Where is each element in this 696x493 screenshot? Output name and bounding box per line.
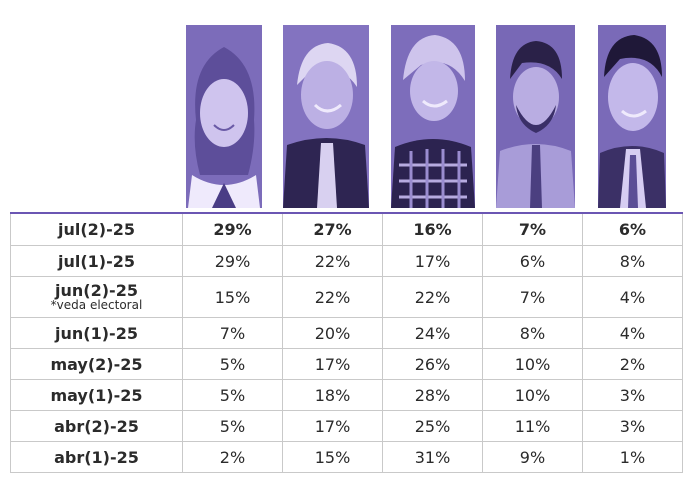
value-cell-candidate-3: 17% xyxy=(382,245,483,277)
candidate-portrait-4-icon xyxy=(496,25,575,208)
value-cell-candidate-3: 31% xyxy=(382,441,483,473)
candidate-portrait-3-icon xyxy=(391,25,475,208)
candidate-photo-5 xyxy=(598,25,666,208)
candidate-portrait-2-icon xyxy=(283,25,369,208)
row-date-label: jul(1)-25 xyxy=(10,245,183,277)
candidate-portrait-5-icon xyxy=(598,25,666,208)
date-text: jun(1)-25 xyxy=(55,323,138,343)
candidate-portrait-1-icon xyxy=(186,25,262,208)
row-date-label: abr(1)-25 xyxy=(10,441,183,473)
candidate-photo-3 xyxy=(391,25,475,208)
poll-table: jul(2)-25 29% 27% 16% 7% 6% jul(1)-25 29% 22% 17%… xyxy=(10,212,683,473)
date-text: abr(1)-25 xyxy=(54,447,139,467)
value-cell-candidate-1: 5% xyxy=(182,348,283,380)
value-cell-candidate-2: 20% xyxy=(282,317,383,349)
value-cell-candidate-5: 3% xyxy=(582,379,683,411)
date-text: may(2)-25 xyxy=(50,354,143,374)
value-cell-candidate-5: 4% xyxy=(582,276,683,318)
value-cell-candidate-2: 17% xyxy=(282,410,383,442)
candidate-photo-4 xyxy=(496,25,575,208)
value-cell-candidate-1: 2% xyxy=(182,441,283,473)
candidate-photo-2 xyxy=(283,25,369,208)
value-cell-candidate-1: 15% xyxy=(182,276,283,318)
value-cell-candidate-3: 25% xyxy=(382,410,483,442)
row-date-label: jun(1)-25 xyxy=(10,317,183,349)
table-row: jun(1)-25 7% 20% 24% 8% 4% xyxy=(10,317,683,349)
table-row: may(2)-25 5% 17% 26% 10% 2% xyxy=(10,348,683,380)
value-cell-candidate-5: 6% xyxy=(582,212,683,246)
row-date-label: may(1)-25 xyxy=(10,379,183,411)
value-cell-candidate-1: 29% xyxy=(182,212,283,246)
value-cell-candidate-2: 27% xyxy=(282,212,383,246)
value-cell-candidate-2: 17% xyxy=(282,348,383,380)
value-cell-candidate-5: 2% xyxy=(582,348,683,380)
value-cell-candidate-4: 8% xyxy=(482,317,583,349)
value-cell-candidate-3: 26% xyxy=(382,348,483,380)
value-cell-candidate-3: 22% xyxy=(382,276,483,318)
row-date-label: jun(2)-25 *veda electoral xyxy=(10,276,183,318)
value-cell-candidate-1: 7% xyxy=(182,317,283,349)
value-cell-candidate-2: 22% xyxy=(282,276,383,318)
value-cell-candidate-3: 16% xyxy=(382,212,483,246)
value-cell-candidate-1: 5% xyxy=(182,379,283,411)
table-row: may(1)-25 5% 18% 28% 10% 3% xyxy=(10,379,683,411)
row-date-label: jul(2)-25 xyxy=(10,212,183,246)
table-row: abr(2)-25 5% 17% 25% 11% 3% xyxy=(10,410,683,442)
value-cell-candidate-4: 10% xyxy=(482,379,583,411)
value-cell-candidate-3: 28% xyxy=(382,379,483,411)
candidate-photo-1 xyxy=(186,25,262,208)
value-cell-candidate-4: 11% xyxy=(482,410,583,442)
value-cell-candidate-4: 7% xyxy=(482,212,583,246)
table-row: abr(1)-25 2% 15% 31% 9% 1% xyxy=(10,441,683,473)
value-cell-candidate-4: 9% xyxy=(482,441,583,473)
date-text: may(1)-25 xyxy=(50,385,143,405)
value-cell-candidate-2: 15% xyxy=(282,441,383,473)
value-cell-candidate-2: 18% xyxy=(282,379,383,411)
date-text: jul(1)-25 xyxy=(57,251,136,271)
value-cell-candidate-4: 10% xyxy=(482,348,583,380)
table-row: jul(1)-25 29% 22% 17% 6% 8% xyxy=(10,245,683,277)
value-cell-candidate-3: 24% xyxy=(382,317,483,349)
date-note: *veda electoral xyxy=(50,298,143,312)
row-date-label: abr(2)-25 xyxy=(10,410,183,442)
date-text: jun(2)-25 xyxy=(55,281,138,300)
value-cell-candidate-2: 22% xyxy=(282,245,383,277)
value-cell-candidate-5: 4% xyxy=(582,317,683,349)
value-cell-candidate-5: 1% xyxy=(582,441,683,473)
table-row: jun(2)-25 *veda electoral 15% 22% 22% 7% 4% xyxy=(10,276,683,318)
table-row: jul(2)-25 29% 27% 16% 7% 6% xyxy=(10,212,683,246)
value-cell-candidate-4: 6% xyxy=(482,245,583,277)
value-cell-candidate-1: 29% xyxy=(182,245,283,277)
date-text: jul(2)-25 xyxy=(57,220,136,239)
value-cell-candidate-5: 8% xyxy=(582,245,683,277)
value-cell-candidate-4: 7% xyxy=(482,276,583,318)
value-cell-candidate-5: 3% xyxy=(582,410,683,442)
value-cell-candidate-1: 5% xyxy=(182,410,283,442)
date-text: abr(2)-25 xyxy=(54,416,139,436)
row-date-label: may(2)-25 xyxy=(10,348,183,380)
